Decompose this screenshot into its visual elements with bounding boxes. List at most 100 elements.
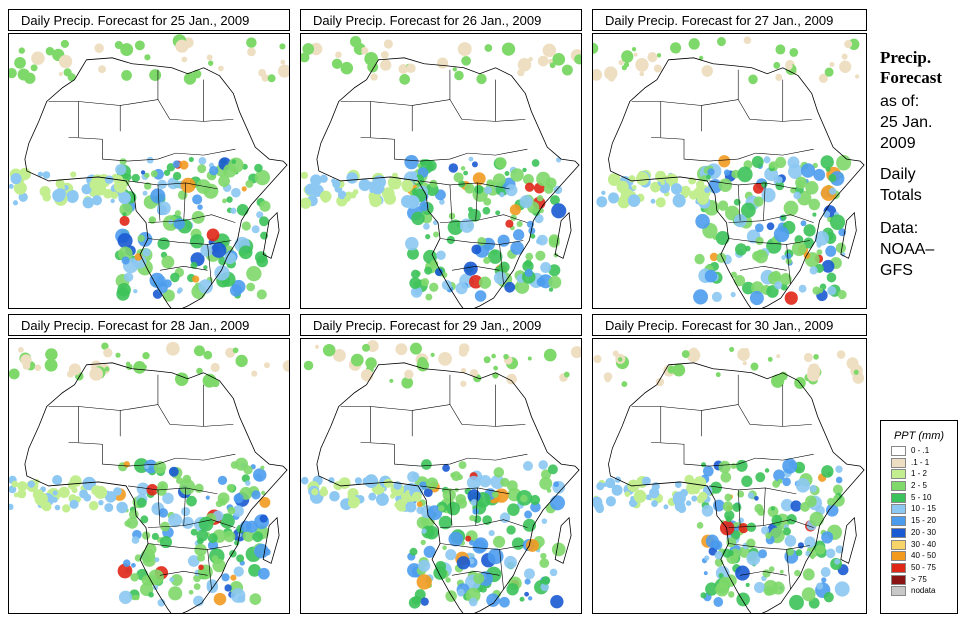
legend-item: .1 - 1 [881,457,957,470]
panel-title: Daily Precip. Forecast for 30 Jan., 2009 [592,314,867,336]
country-border [495,424,526,427]
legend-swatch [891,481,906,492]
country-border [737,184,741,221]
country-border [709,485,797,495]
country-border [207,244,212,285]
country-border [159,266,208,271]
totals-line: Daily [880,166,916,183]
country-border [728,519,814,528]
country-border [461,384,496,427]
country-border [782,119,812,122]
precip-map [300,338,582,614]
forecast-panel-6: Daily Precip. Forecast for 30 Jan., 2009 [592,314,867,614]
rainfall-field [9,34,289,302]
country-border [128,152,176,162]
country-border [467,453,528,461]
legend-label: 15 - 20 [911,516,936,526]
rainfall-field [301,340,581,609]
legend-label: .1 - 1 [911,457,930,467]
legend-item: 40 - 50 [881,551,957,563]
legend-item: 50 - 75 [881,562,957,575]
africa-map-svg [9,341,289,613]
country-border [499,549,504,590]
legend-title: PPT (mm) [893,430,945,442]
country-border [183,487,187,526]
legend-label: nodata [911,586,936,596]
country-border [412,404,463,425]
legend-item: 5 - 10 [881,492,957,505]
country-border [420,485,510,495]
legend-swatch [891,562,906,573]
africa-coastline [608,362,865,613]
country-border [147,519,236,528]
country-border [439,543,524,550]
legend-label: 30 - 40 [911,539,936,549]
country-border [128,180,218,190]
country-border [451,571,500,576]
africa-map-svg [593,346,865,613]
country-border [412,99,463,120]
country-border [157,184,161,221]
forecast-info: Precip. Forecast as of: 25 Jan. 2009 Dai… [880,48,962,281]
country-border [439,519,528,528]
country-border [495,119,526,122]
precip-map [300,33,582,309]
africa-coastline [24,362,288,613]
country-border [660,406,702,437]
legend-label: 40 - 50 [911,551,936,561]
forecast-panel-4: Daily Precip. Forecast for 28 Jan., 2009 [8,314,290,614]
country-border [475,487,479,526]
legend-label: 2 - 5 [911,481,928,491]
legend-item: 15 - 20 [881,516,957,528]
country-border [157,489,161,526]
country-border [360,136,421,162]
country-border [728,543,810,550]
forecast-panel-3: Daily Precip. Forecast for 27 Jan., 2009 [592,9,867,309]
forecast-panel-5: Daily Precip. Forecast for 29 Jan., 2009 [300,314,582,614]
country-border [728,214,814,223]
legend-item: > 75 [881,574,957,587]
legend-swatch [891,446,906,456]
country-border [651,136,710,162]
legend-label: 1 - 2 [911,469,928,479]
country-border [475,182,479,221]
rainfall-field [301,35,581,302]
country-border [749,384,784,427]
country-border [709,180,797,190]
country-border [660,101,702,132]
rainfall-field [593,346,865,611]
country-border [203,119,234,122]
legend-label: 5 - 10 [911,492,932,502]
legend-label: 0 - .1 [911,446,930,455]
country-border [120,404,171,425]
legend-item: 10 - 15 [881,504,957,516]
precip-map [8,33,290,309]
africa-map-svg [593,36,865,308]
legend-swatch [891,504,906,515]
legend-item: 30 - 40 [881,539,957,552]
madagascar-outline [840,516,857,564]
panel-title: Daily Precip. Forecast for 28 Jan., 2009 [8,314,290,336]
legend-label: 20 - 30 [911,527,936,537]
africa-coastline [24,57,288,308]
country-border [169,384,204,427]
legend-swatch [891,539,906,550]
panel-title: Daily Precip. Forecast for 27 Jan., 2009 [592,9,867,31]
legend-item: nodata [881,586,957,598]
country-border [175,148,236,156]
country-border [169,79,204,122]
heading-line: Precip. [880,48,932,67]
country-border [651,441,710,467]
country-border [782,424,812,427]
country-border [755,148,814,156]
asof-line: 25 Jan. [880,114,933,131]
country-border [439,214,528,223]
country-border [763,182,766,221]
country-border [439,238,524,245]
country-border [449,489,453,526]
country-border [749,79,784,122]
country-border [701,404,751,425]
country-border [48,406,79,443]
country-border [631,406,662,443]
